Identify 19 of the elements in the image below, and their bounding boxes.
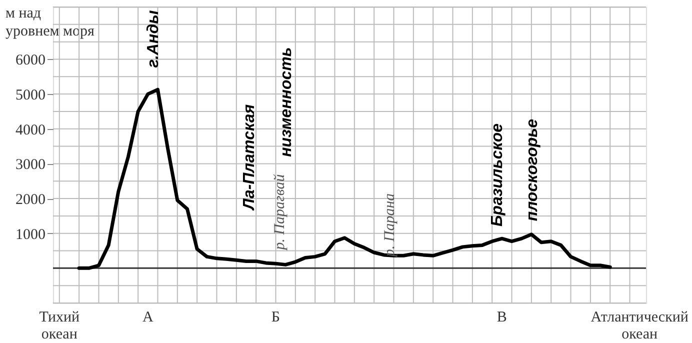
y-tick-label: 6000 [16,52,46,69]
annotation: плоскогорье [524,118,541,222]
annotation: низменность [278,47,295,157]
annotation: Бразильское [489,123,506,227]
y-tick-label: 1000 [16,226,46,243]
annotation: Ла-Платская [241,104,258,211]
x-tick-label: Тихий океан [39,310,80,342]
y-tick-label: 5000 [16,88,46,104]
x-tick-label: В [496,310,507,326]
annotation: р. Парагвай [272,174,288,251]
x-tick-label: Б [271,310,280,326]
x-tick-label: Атлантический океан [590,310,688,342]
y-tick-label: 2000 [16,192,46,208]
x-tick-label: А [142,310,154,326]
y-axis-title: м над уровнем моря [6,6,94,40]
y-tick-label: 4000 [16,122,46,138]
annotation: г.Анды [145,10,162,68]
annotation: р. Парана [382,193,398,258]
y-tick-label: 3000 [16,157,46,174]
